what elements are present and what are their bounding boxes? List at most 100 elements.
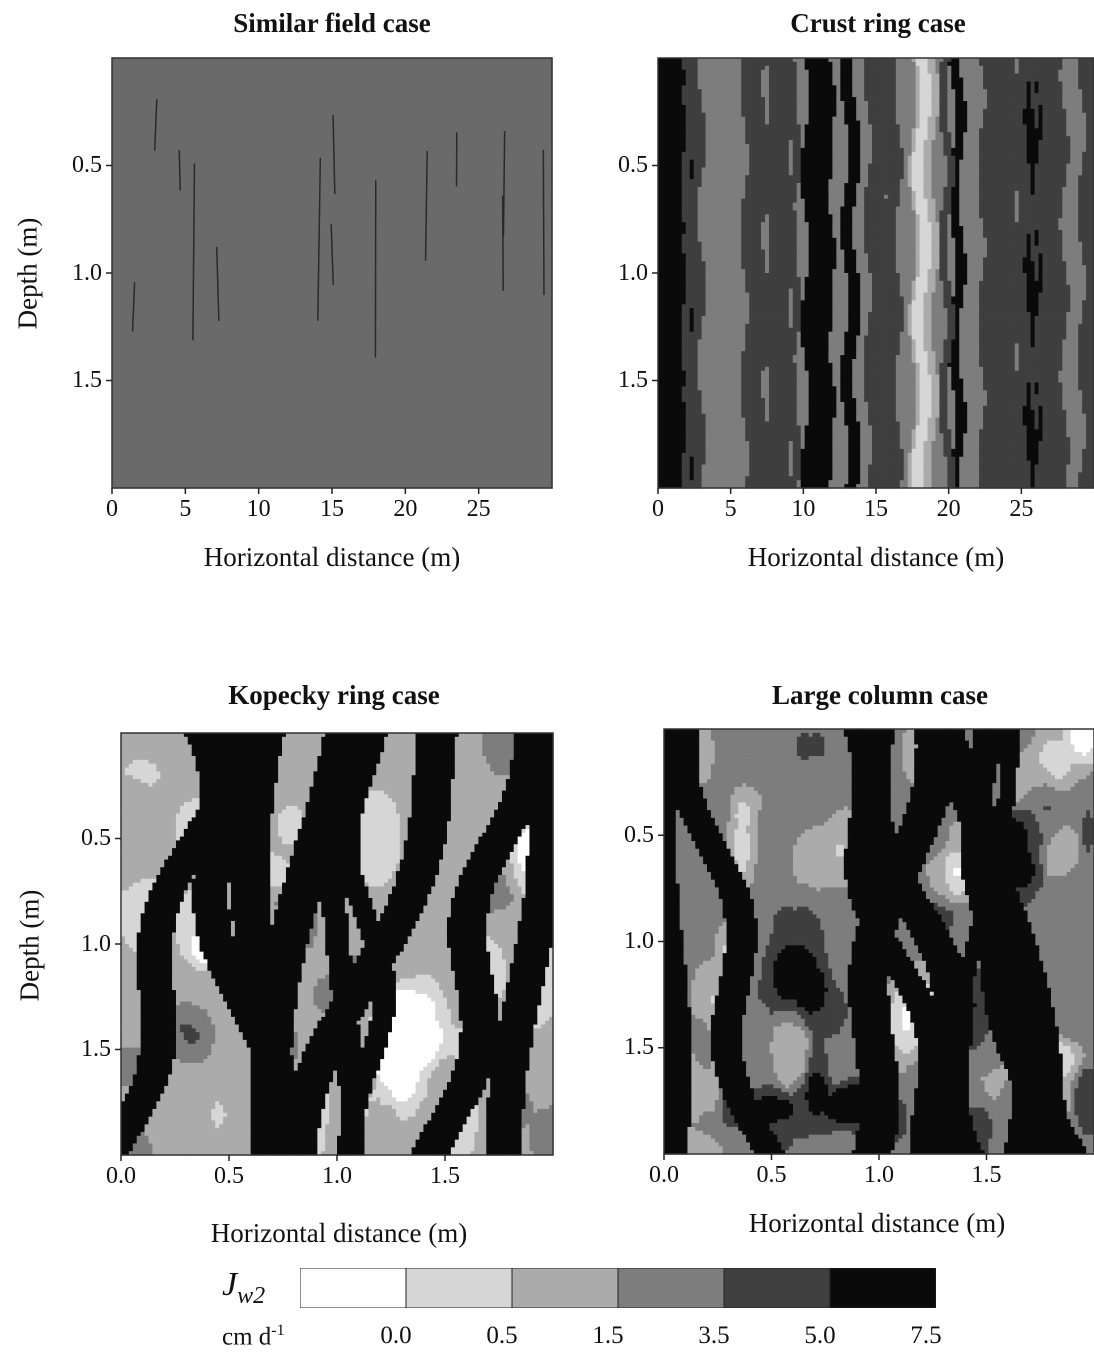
- heatmap-cell: [340, 151, 345, 157]
- heatmap-cell: [168, 163, 173, 169]
- heatmap-cell: [112, 222, 117, 227]
- heatmap-cell: [192, 61, 197, 67]
- heatmap-cell: [488, 112, 493, 118]
- heatmap-cell: [156, 73, 161, 79]
- heatmap-cell: [200, 140, 205, 145]
- heatmap-cell: [128, 159, 133, 165]
- heatmap-cell: [220, 132, 225, 137]
- heatmap-cell: [224, 58, 229, 63]
- heatmap-cell: [408, 69, 413, 75]
- heatmap-cell: [372, 124, 377, 129]
- heatmap-cell: [520, 108, 525, 114]
- heatmap-cell: [448, 116, 453, 122]
- heatmap-cell: [508, 132, 513, 137]
- heatmap-cell: [176, 206, 181, 212]
- heatmap-cell: [152, 77, 157, 83]
- heatmap-cell: [380, 93, 385, 98]
- heatmap-cell: [480, 190, 485, 196]
- heatmap-cell: [200, 155, 205, 161]
- heatmap-cell: [388, 101, 393, 106]
- heatmap-cell: [492, 187, 497, 192]
- heatmap-cell: [216, 108, 221, 114]
- heatmap-cell: [352, 210, 357, 215]
- heatmap-cell: [412, 159, 417, 165]
- heatmap-cell: [240, 210, 245, 215]
- heatmap-cell: [300, 120, 305, 126]
- heatmap-cell: [296, 183, 301, 188]
- heatmap-cell: [476, 214, 481, 219]
- heatmap-cell: [344, 206, 349, 212]
- heatmap-cell: [440, 81, 445, 86]
- heatmap-cell: [292, 136, 297, 141]
- heatmap-cell: [364, 104, 369, 110]
- heatmap-cell: [388, 194, 393, 200]
- heatmap-cell: [348, 61, 353, 67]
- heatmap-cell: [288, 128, 293, 133]
- heatmap-cell: [120, 222, 125, 227]
- heatmap-cell: [244, 89, 249, 94]
- heatmap-cell: [460, 163, 465, 169]
- heatmap-cell: [256, 198, 261, 204]
- heatmap-cell: [488, 214, 493, 219]
- heatmap-cell: [148, 159, 153, 165]
- heatmap-cell: [284, 140, 289, 145]
- heatmap-cell: [156, 218, 161, 223]
- heatmap-cell: [164, 155, 169, 161]
- heatmap-cell: [164, 69, 169, 75]
- heatmap-cell: [324, 81, 329, 86]
- heatmap-cell: [180, 206, 185, 212]
- heatmap-cell: [112, 230, 117, 235]
- heatmap-cell: [280, 179, 285, 184]
- heatmap-cell: [344, 73, 349, 79]
- heatmap-cell: [212, 132, 217, 137]
- heatmap-cell: [200, 65, 205, 71]
- heatmap-cell: [328, 93, 333, 98]
- heatmap-cell: [512, 171, 517, 176]
- heatmap-cell: [524, 198, 529, 204]
- heatmap-cell: [396, 58, 401, 63]
- heatmap-cell: [464, 175, 469, 180]
- heatmap-cell: [356, 108, 361, 114]
- heatmap-cell: [400, 171, 405, 176]
- heatmap-cell: [324, 187, 329, 192]
- heatmap-cell: [124, 128, 129, 133]
- heatmap-cell: [132, 198, 137, 204]
- heatmap-cell: [468, 93, 473, 98]
- heatmap-cell: [444, 210, 449, 215]
- heatmap-cell: [236, 73, 241, 79]
- heatmap-cell: [372, 108, 377, 114]
- heatmap-cell: [208, 61, 213, 67]
- heatmap-cell: [436, 120, 441, 126]
- heatmap-cell: [444, 202, 449, 208]
- heatmap-cell: [312, 101, 317, 106]
- heatmap-cell: [212, 206, 217, 212]
- heatmap-cell: [348, 198, 353, 204]
- heatmap-cell: [296, 144, 301, 149]
- heatmap-cell: [272, 179, 277, 184]
- heatmap-cell: [324, 218, 329, 223]
- heatmap-cell: [204, 124, 209, 129]
- heatmap-cell: [168, 187, 173, 192]
- heatmap-cell: [416, 167, 421, 172]
- heatmap-cell: [304, 124, 309, 129]
- heatmap-cell: [212, 140, 217, 145]
- heatmap-cell: [208, 108, 213, 114]
- heatmap-cell: [388, 128, 393, 133]
- heatmap-cell: [244, 77, 249, 83]
- heatmap-cell: [536, 198, 541, 204]
- heatmap-cell: [268, 85, 273, 90]
- heatmap-cell: [244, 112, 249, 118]
- heatmap-cell: [348, 214, 353, 219]
- heatmap-cell: [312, 136, 317, 141]
- heatmap-cell: [476, 183, 481, 188]
- heatmap-cell: [200, 73, 205, 79]
- heatmap-cell: [312, 112, 317, 118]
- heatmap-cell: [348, 194, 353, 200]
- heatmap-cell: [396, 230, 401, 235]
- heatmap-cell: [236, 187, 241, 192]
- heatmap-cell: [548, 218, 553, 223]
- heatmap-cell: [468, 183, 473, 188]
- heatmap-cell: [516, 69, 521, 75]
- heatmap-cell: [164, 206, 169, 212]
- heatmap-cell: [304, 58, 309, 63]
